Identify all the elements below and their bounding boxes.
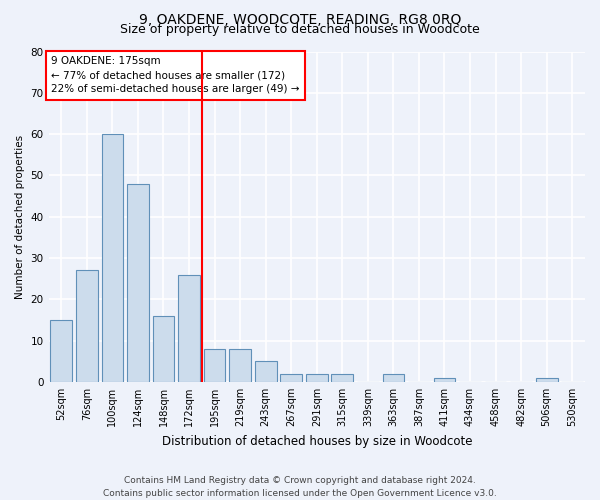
Bar — [306, 374, 328, 382]
Bar — [178, 274, 200, 382]
Text: Size of property relative to detached houses in Woodcote: Size of property relative to detached ho… — [120, 22, 480, 36]
Y-axis label: Number of detached properties: Number of detached properties — [15, 134, 25, 299]
Bar — [204, 349, 226, 382]
Text: 9, OAKDENE, WOODCOTE, READING, RG8 0RQ: 9, OAKDENE, WOODCOTE, READING, RG8 0RQ — [139, 12, 461, 26]
Bar — [383, 374, 404, 382]
Bar — [280, 374, 302, 382]
X-axis label: Distribution of detached houses by size in Woodcote: Distribution of detached houses by size … — [161, 434, 472, 448]
Bar — [76, 270, 98, 382]
Bar — [127, 184, 149, 382]
Text: Contains HM Land Registry data © Crown copyright and database right 2024.
Contai: Contains HM Land Registry data © Crown c… — [103, 476, 497, 498]
Bar — [255, 362, 277, 382]
Text: 9 OAKDENE: 175sqm
← 77% of detached houses are smaller (172)
22% of semi-detache: 9 OAKDENE: 175sqm ← 77% of detached hous… — [51, 56, 300, 94]
Bar — [434, 378, 455, 382]
Bar — [50, 320, 72, 382]
Bar — [331, 374, 353, 382]
Bar — [536, 378, 557, 382]
Bar — [229, 349, 251, 382]
Bar — [101, 134, 123, 382]
Bar — [152, 316, 175, 382]
